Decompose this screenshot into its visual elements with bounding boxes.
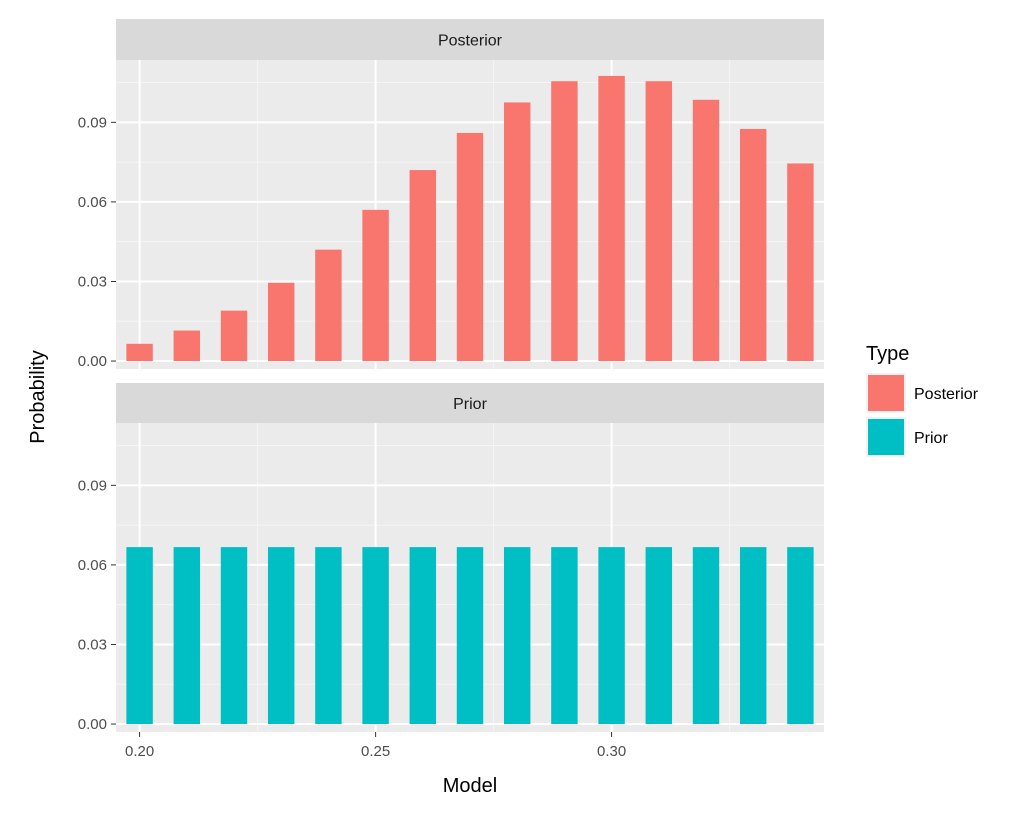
bar-posterior	[315, 249, 342, 362]
legend-swatch-prior	[868, 419, 904, 455]
bar-posterior	[173, 330, 201, 362]
y-tick-label: 0.03	[78, 273, 107, 290]
legend-title: Type	[866, 343, 909, 365]
facet-prior: Prior 0.00 0.03 0.06 0.09	[78, 383, 824, 733]
bar-prior	[409, 547, 437, 725]
y-tick-label: 0.06	[78, 557, 107, 574]
legend-swatch-posterior	[868, 375, 904, 411]
y-tick-label: 0.03	[78, 636, 107, 653]
bar-posterior	[598, 75, 625, 362]
bar-posterior	[267, 282, 295, 362]
bar-posterior	[787, 163, 814, 362]
y-tick-label: 0.09	[78, 114, 107, 131]
bar-posterior	[739, 128, 767, 362]
bar-prior	[267, 547, 295, 725]
facet-panels: Posterior 0.00 0.03 0.06 0.09 Prior 0.00 0.03 0.…	[78, 19, 824, 733]
bar-prior	[645, 547, 673, 725]
bar-posterior	[551, 81, 578, 362]
bar-prior	[787, 547, 814, 725]
x-axis-title: Model	[443, 775, 497, 797]
facet-strip	[116, 383, 824, 423]
bar-prior	[503, 547, 531, 725]
bar-prior	[692, 547, 720, 725]
bar-prior	[362, 547, 389, 725]
bar-posterior	[456, 132, 484, 362]
x-tick-label: 0.20	[125, 743, 154, 760]
bar-prior	[551, 547, 578, 725]
bar-prior	[598, 547, 625, 725]
bar-prior	[173, 547, 201, 725]
bar-posterior	[220, 310, 248, 362]
bar-posterior	[362, 209, 389, 362]
facet-posterior: Posterior 0.00 0.03 0.06 0.09	[78, 19, 824, 370]
bar-posterior	[126, 343, 153, 362]
x-axis: 0.20 0.25 0.30	[125, 732, 626, 760]
bar-posterior	[409, 170, 437, 362]
y-tick-label: 0.00	[78, 353, 107, 370]
x-tick-label: 0.30	[597, 743, 626, 760]
bar-prior	[220, 547, 248, 725]
bar-prior	[456, 547, 484, 725]
y-tick-label: 0.09	[78, 477, 107, 494]
legend-label-posterior: Posterior	[914, 386, 979, 403]
y-tick-label: 0.06	[78, 194, 107, 211]
bar-prior	[126, 547, 153, 725]
bar-prior	[315, 547, 342, 725]
legend: Type Posterior Prior	[866, 343, 979, 457]
facet-strip-label: Posterior	[438, 33, 503, 50]
facet-strip-label: Prior	[453, 396, 487, 413]
legend-label-prior: Prior	[914, 430, 948, 447]
y-tick-label: 0.00	[78, 716, 107, 733]
facet-strip	[116, 19, 824, 60]
x-tick-label: 0.25	[361, 743, 390, 760]
bar-posterior	[645, 81, 673, 362]
y-axis-title: Probability	[27, 350, 49, 443]
bar-prior	[739, 547, 767, 725]
bar-posterior	[692, 99, 720, 362]
bar-posterior	[503, 102, 531, 362]
